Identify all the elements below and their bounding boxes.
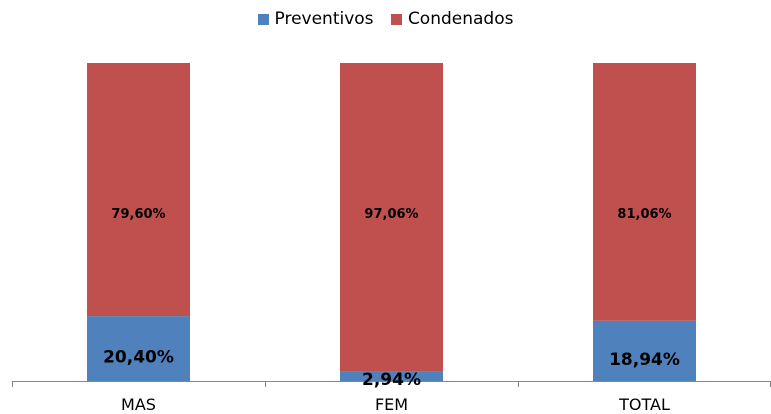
legend: Preventivos Condenados xyxy=(0,9,771,30)
bar-condenados-fem xyxy=(340,63,443,372)
data-label-preventivos-fem: 2,94% xyxy=(362,370,421,390)
legend-item-condenados: Condenados xyxy=(390,9,514,29)
data-label-preventivos-mas: 20,40% xyxy=(103,348,174,368)
bar-condenados-mas xyxy=(87,63,190,317)
x-tick-label-mas: MAS xyxy=(121,395,156,414)
legend-swatch-preventivos xyxy=(257,13,269,25)
legend-label-preventivos: Preventivos xyxy=(274,9,374,29)
data-label-preventivos-total: 18,94% xyxy=(609,350,680,370)
bar-preventivos-mas xyxy=(87,316,190,381)
bar-preventivos-total xyxy=(593,320,696,381)
legend-swatch-condenados xyxy=(390,13,402,25)
data-label-condenados-mas: 79,60% xyxy=(111,207,165,222)
data-label-condenados-total: 81,06% xyxy=(617,207,671,222)
bar-preventivos-fem xyxy=(340,371,443,381)
x-tick-label-total: TOTAL xyxy=(618,395,670,414)
bar-condenados-total xyxy=(593,63,696,321)
data-label-condenados-fem: 97,06% xyxy=(364,207,418,222)
legend-item-preventivos: Preventivos xyxy=(257,9,374,29)
legend-label-condenados: Condenados xyxy=(407,9,514,29)
x-tick-label-fem: FEM xyxy=(375,395,408,414)
